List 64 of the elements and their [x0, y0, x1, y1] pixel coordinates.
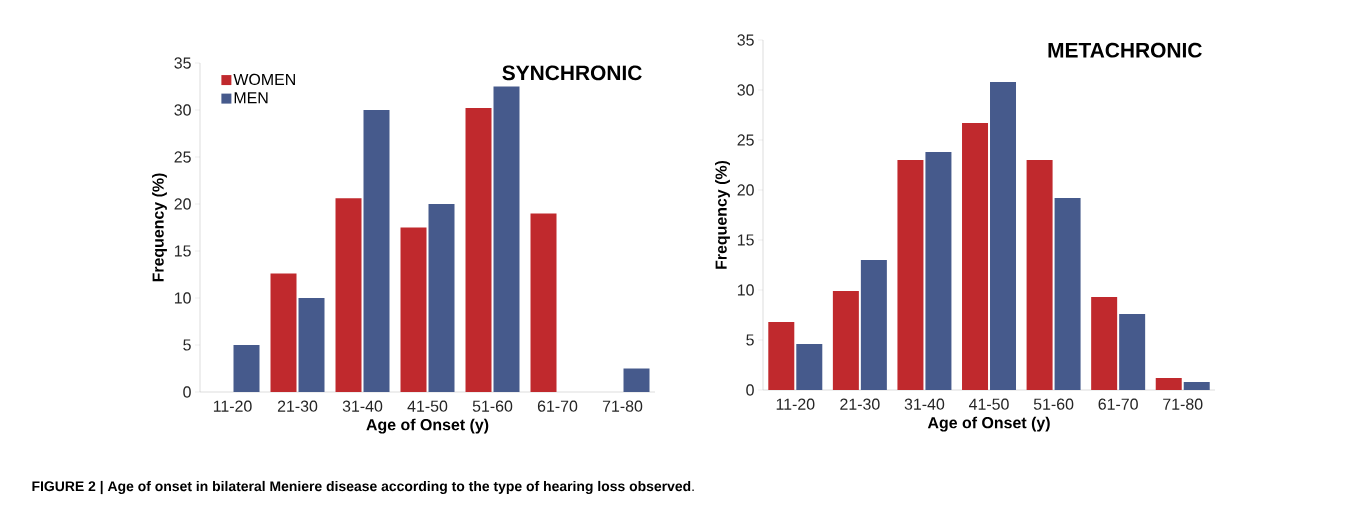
- x-tick-label: 21-30: [840, 398, 880, 410]
- bar: [860, 260, 887, 390]
- y-tick-label: 5: [183, 339, 191, 351]
- x-axis-title: Age of Onset (y): [927, 416, 1050, 432]
- y-tick-label: 0: [183, 386, 191, 398]
- y-tick-label: 10: [174, 292, 191, 304]
- bar: [233, 345, 260, 392]
- chart-title: SYNCHRONIC: [502, 65, 642, 81]
- x-tick-label: 61-70: [1098, 398, 1138, 410]
- bar: [1026, 160, 1053, 390]
- bar: [400, 227, 427, 392]
- bar: [832, 291, 859, 390]
- x-tick-label: 51-60: [1033, 398, 1074, 410]
- bar: [1155, 378, 1182, 390]
- y-tick-label: 30: [174, 104, 191, 116]
- x-tick-label: 21-30: [277, 400, 318, 412]
- bar: [990, 82, 1017, 390]
- legend-label: WOMEN: [233, 73, 295, 86]
- y-tick-label: 20: [174, 198, 191, 210]
- bar: [530, 213, 557, 392]
- y-tick-label: 5: [746, 334, 754, 346]
- x-tick-label: 61-70: [537, 400, 578, 412]
- x-tick-label: 41-50: [407, 400, 448, 412]
- y-tick-label: 25: [737, 134, 754, 146]
- bar: [962, 123, 989, 390]
- y-axis-title: Frequency (%): [715, 160, 730, 269]
- x-tick-label: 71-80: [602, 400, 643, 412]
- x-tick-label: 31-40: [904, 398, 945, 410]
- y-tick-label: 35: [737, 34, 754, 46]
- x-tick-label: 41-50: [968, 398, 1009, 410]
- x-tick-label: 51-60: [472, 400, 513, 412]
- bar: [428, 204, 455, 392]
- bar: [925, 152, 952, 390]
- x-tick-label: 71-80: [1163, 398, 1203, 410]
- bar: [363, 110, 390, 392]
- bar: [623, 368, 650, 392]
- y-tick-label: 25: [174, 151, 191, 163]
- legend-label: MEN: [234, 92, 268, 104]
- bar: [1119, 314, 1146, 390]
- x-tick-label: 11-20: [776, 398, 815, 410]
- y-axis-title: Frequency (%): [152, 173, 167, 282]
- bar: [465, 108, 492, 392]
- bar: [1054, 198, 1081, 390]
- bar: [897, 160, 924, 390]
- bar: [1091, 297, 1118, 390]
- bar: [768, 322, 795, 390]
- bar: [298, 298, 325, 392]
- bar: [493, 86, 520, 392]
- y-tick-label: 10: [737, 284, 754, 296]
- y-tick-label: 15: [737, 234, 754, 246]
- y-tick-label: 35: [174, 57, 191, 69]
- text: FIGURE 2 | Age of onset in bilateral Meniere disease according to the type of hearing loss observed.: [32, 480, 694, 495]
- bar: [1183, 382, 1210, 390]
- x-axis-title: Age of Onset (y): [366, 418, 489, 434]
- bar: [796, 344, 823, 390]
- x-tick-label: 11-20: [213, 400, 252, 412]
- chart-title: METACHRONIC: [1048, 42, 1202, 58]
- bar: [335, 198, 362, 392]
- x-tick-label: 31-40: [342, 400, 383, 412]
- y-tick-label: 30: [737, 84, 754, 96]
- y-tick-label: 0: [746, 384, 754, 396]
- y-tick-label: 15: [174, 245, 191, 257]
- bar: [270, 273, 297, 392]
- y-tick-label: 20: [737, 184, 754, 196]
